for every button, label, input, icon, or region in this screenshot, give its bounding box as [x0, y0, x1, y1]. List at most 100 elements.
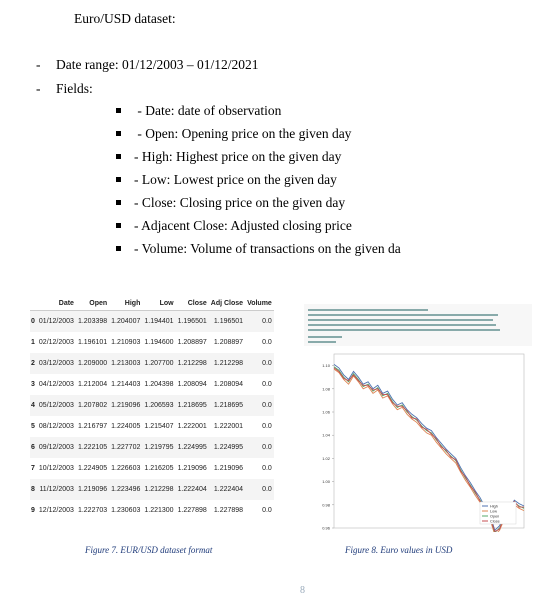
table-row: 0 01/12/2003 1.203398 1.204007 1.194401 1.196…: [30, 311, 274, 333]
table-cell: 1.224005: [109, 416, 142, 437]
table-cell: 1.196501: [176, 311, 209, 333]
table-row: 3 04/12/2003 1.212004 1.214403 1.204398 1.208…: [30, 374, 274, 395]
table-cell: 1.208897: [176, 332, 209, 353]
field-item: - High: Highest price on the given day: [116, 149, 341, 165]
y-tick-label: 1.02: [322, 456, 331, 461]
table-cell: 1.194600: [142, 332, 175, 353]
table-cell: 1.216797: [76, 416, 109, 437]
bullet-fields: - Fields:: [36, 81, 41, 97]
y-tick-label: 0.98: [322, 502, 331, 507]
table-cell: 1.230603: [109, 500, 142, 521]
figure-8-caption: Figure 8. Euro values in USD: [345, 545, 452, 555]
bullet-text: Fields:: [56, 81, 93, 97]
square-bullet-icon: [116, 223, 121, 228]
table-cell: 1.215407: [142, 416, 175, 437]
table-cell: 1.196501: [209, 311, 245, 333]
table-cell: 8: [30, 479, 37, 500]
table-cell: 1.222001: [176, 416, 209, 437]
y-tick-label: 1.08: [322, 386, 331, 391]
table-cell: 1.218695: [209, 395, 245, 416]
field-item: - Volume: Volume of transactions on the …: [116, 241, 401, 257]
table-cell: 0.0: [245, 500, 274, 521]
table-cell: 1.219096: [76, 479, 109, 500]
page-title: Euro/USD dataset:: [74, 11, 176, 27]
column-header: High: [109, 296, 142, 311]
column-header: Volume: [245, 296, 274, 311]
table-cell: 1.206593: [142, 395, 175, 416]
table-body: 0 01/12/2003 1.203398 1.204007 1.194401 1.196…: [30, 311, 274, 522]
table-cell: 1.212298: [209, 353, 245, 374]
table-cell: 1.224995: [176, 437, 209, 458]
dash: -: [36, 57, 41, 72]
table-row: 6 09/12/2003 1.222105 1.227702 1.219795 1.224…: [30, 437, 274, 458]
table-row: 7 10/12/2003 1.224905 1.226603 1.216205 1.219…: [30, 458, 274, 479]
table-cell: 1.223496: [109, 479, 142, 500]
table-cell: 0.0: [245, 395, 274, 416]
y-tick-label: 1.10: [322, 363, 331, 368]
table-cell: 0.0: [245, 311, 274, 333]
table-row: 8 11/12/2003 1.219096 1.223496 1.212298 1.222…: [30, 479, 274, 500]
field-item: - Close: Closing price on the given day: [116, 195, 345, 211]
table-cell: 1.212298: [176, 353, 209, 374]
table-cell: 1.207700: [142, 353, 175, 374]
table-cell: 0.0: [245, 353, 274, 374]
column-header: Open: [76, 296, 109, 311]
column-header: [30, 296, 37, 311]
table-cell: 1.214403: [109, 374, 142, 395]
figure-7-caption: Figure 7. EUR/USD dataset format: [85, 545, 212, 555]
square-bullet-icon: [116, 154, 121, 159]
legend-label: Low: [490, 510, 497, 514]
column-header: Adj Close: [209, 296, 245, 311]
dataset-table-figure: Date Open High Low Close Adj Close Volume 0 01/…: [30, 296, 264, 530]
line-chart: 1.10 1.08 1.06 1.04 1.02 1.00 0.98 0.96 HighLowO…: [304, 304, 532, 532]
table-cell: 3: [30, 374, 37, 395]
table-cell: 03/12/2003: [37, 353, 76, 374]
table-cell: 1.222105: [76, 437, 109, 458]
table-cell: 1.208897: [209, 332, 245, 353]
table-cell: 4: [30, 395, 37, 416]
table-cell: 1.219795: [142, 437, 175, 458]
table-cell: 1.224905: [76, 458, 109, 479]
table-cell: 1.227898: [176, 500, 209, 521]
table-cell: 0.0: [245, 437, 274, 458]
table-row: 1 02/12/2003 1.196101 1.210903 1.194600 1.208…: [30, 332, 274, 353]
table-cell: 1.227702: [109, 437, 142, 458]
field-item: - Date: date of observation: [116, 103, 281, 119]
table-cell: 5: [30, 416, 37, 437]
table-cell: 1.221300: [142, 500, 175, 521]
legend-label: High: [490, 505, 498, 509]
table-cell: 1.224995: [209, 437, 245, 458]
table-cell: 1.204398: [142, 374, 175, 395]
table-cell: 0.0: [245, 374, 274, 395]
table-cell: 0.0: [245, 479, 274, 500]
table-cell: 1.222703: [76, 500, 109, 521]
y-tick-label: 1.00: [322, 479, 331, 484]
table-cell: 2: [30, 353, 37, 374]
table-row: 2 03/12/2003 1.209000 1.213003 1.207700 1.212…: [30, 353, 274, 374]
table-cell: 0.0: [245, 416, 274, 437]
table-cell: 1.222001: [209, 416, 245, 437]
bullet-date-range: - Date range: 01/12/2003 – 01/12/2021: [36, 57, 41, 73]
table-cell: 1.204007: [109, 311, 142, 333]
table-cell: 1.208094: [209, 374, 245, 395]
table-header-row: Date Open High Low Close Adj Close Volume: [30, 296, 274, 311]
table-cell: 12/12/2003: [37, 500, 76, 521]
field-item: - Adjacent Close: Adjusted closing price: [116, 218, 352, 234]
dash: -: [36, 81, 41, 96]
square-bullet-icon: [116, 131, 121, 136]
table-cell: 1.209000: [76, 353, 109, 374]
table-cell: 0.0: [245, 332, 274, 353]
column-header: Date: [37, 296, 76, 311]
table-cell: 1.208094: [176, 374, 209, 395]
table-cell: 09/12/2003: [37, 437, 76, 458]
table-cell: 1.219096: [209, 458, 245, 479]
table-cell: 6: [30, 437, 37, 458]
table-cell: 08/12/2003: [37, 416, 76, 437]
table-cell: 1.196101: [76, 332, 109, 353]
table-cell: 1.212004: [76, 374, 109, 395]
field-item: - Low: Lowest price on the given day: [116, 172, 337, 188]
table-cell: 1: [30, 332, 37, 353]
table-cell: 1.203398: [76, 311, 109, 333]
table-cell: 1.207802: [76, 395, 109, 416]
table-cell: 9: [30, 500, 37, 521]
